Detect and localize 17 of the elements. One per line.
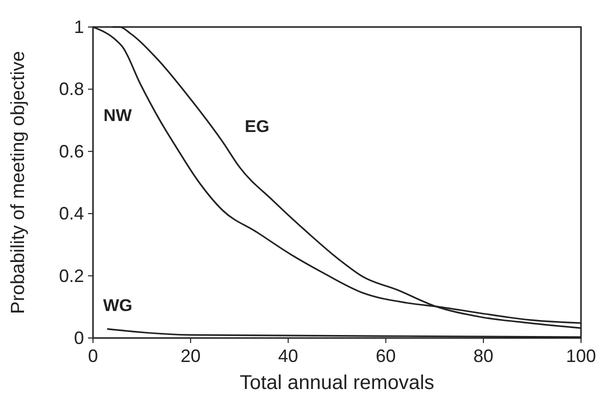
x-axis-title: Total annual removals [240, 372, 434, 394]
x-tick-label: 100 [566, 346, 596, 366]
series-label: NW [104, 106, 133, 125]
x-tick-label: 80 [473, 346, 494, 366]
y-tick-label: 0.4 [58, 204, 84, 224]
y-tick-label: 0.2 [58, 266, 84, 286]
x-tick-label: 40 [278, 346, 298, 366]
y-tick-label: 0.6 [58, 141, 84, 162]
x-tick-label: 20 [180, 346, 201, 366]
series-label: EG [244, 117, 270, 136]
y-tick-label: 0.8 [58, 79, 84, 100]
series-label: WG [103, 296, 132, 315]
x-tick-label: 0 [88, 346, 98, 366]
y-tick-label: 0 [74, 328, 84, 348]
y-axis-title: Probability of meeting objective [8, 51, 29, 314]
y-tick-label: 1 [74, 17, 84, 37]
x-tick-label: 60 [376, 346, 396, 366]
